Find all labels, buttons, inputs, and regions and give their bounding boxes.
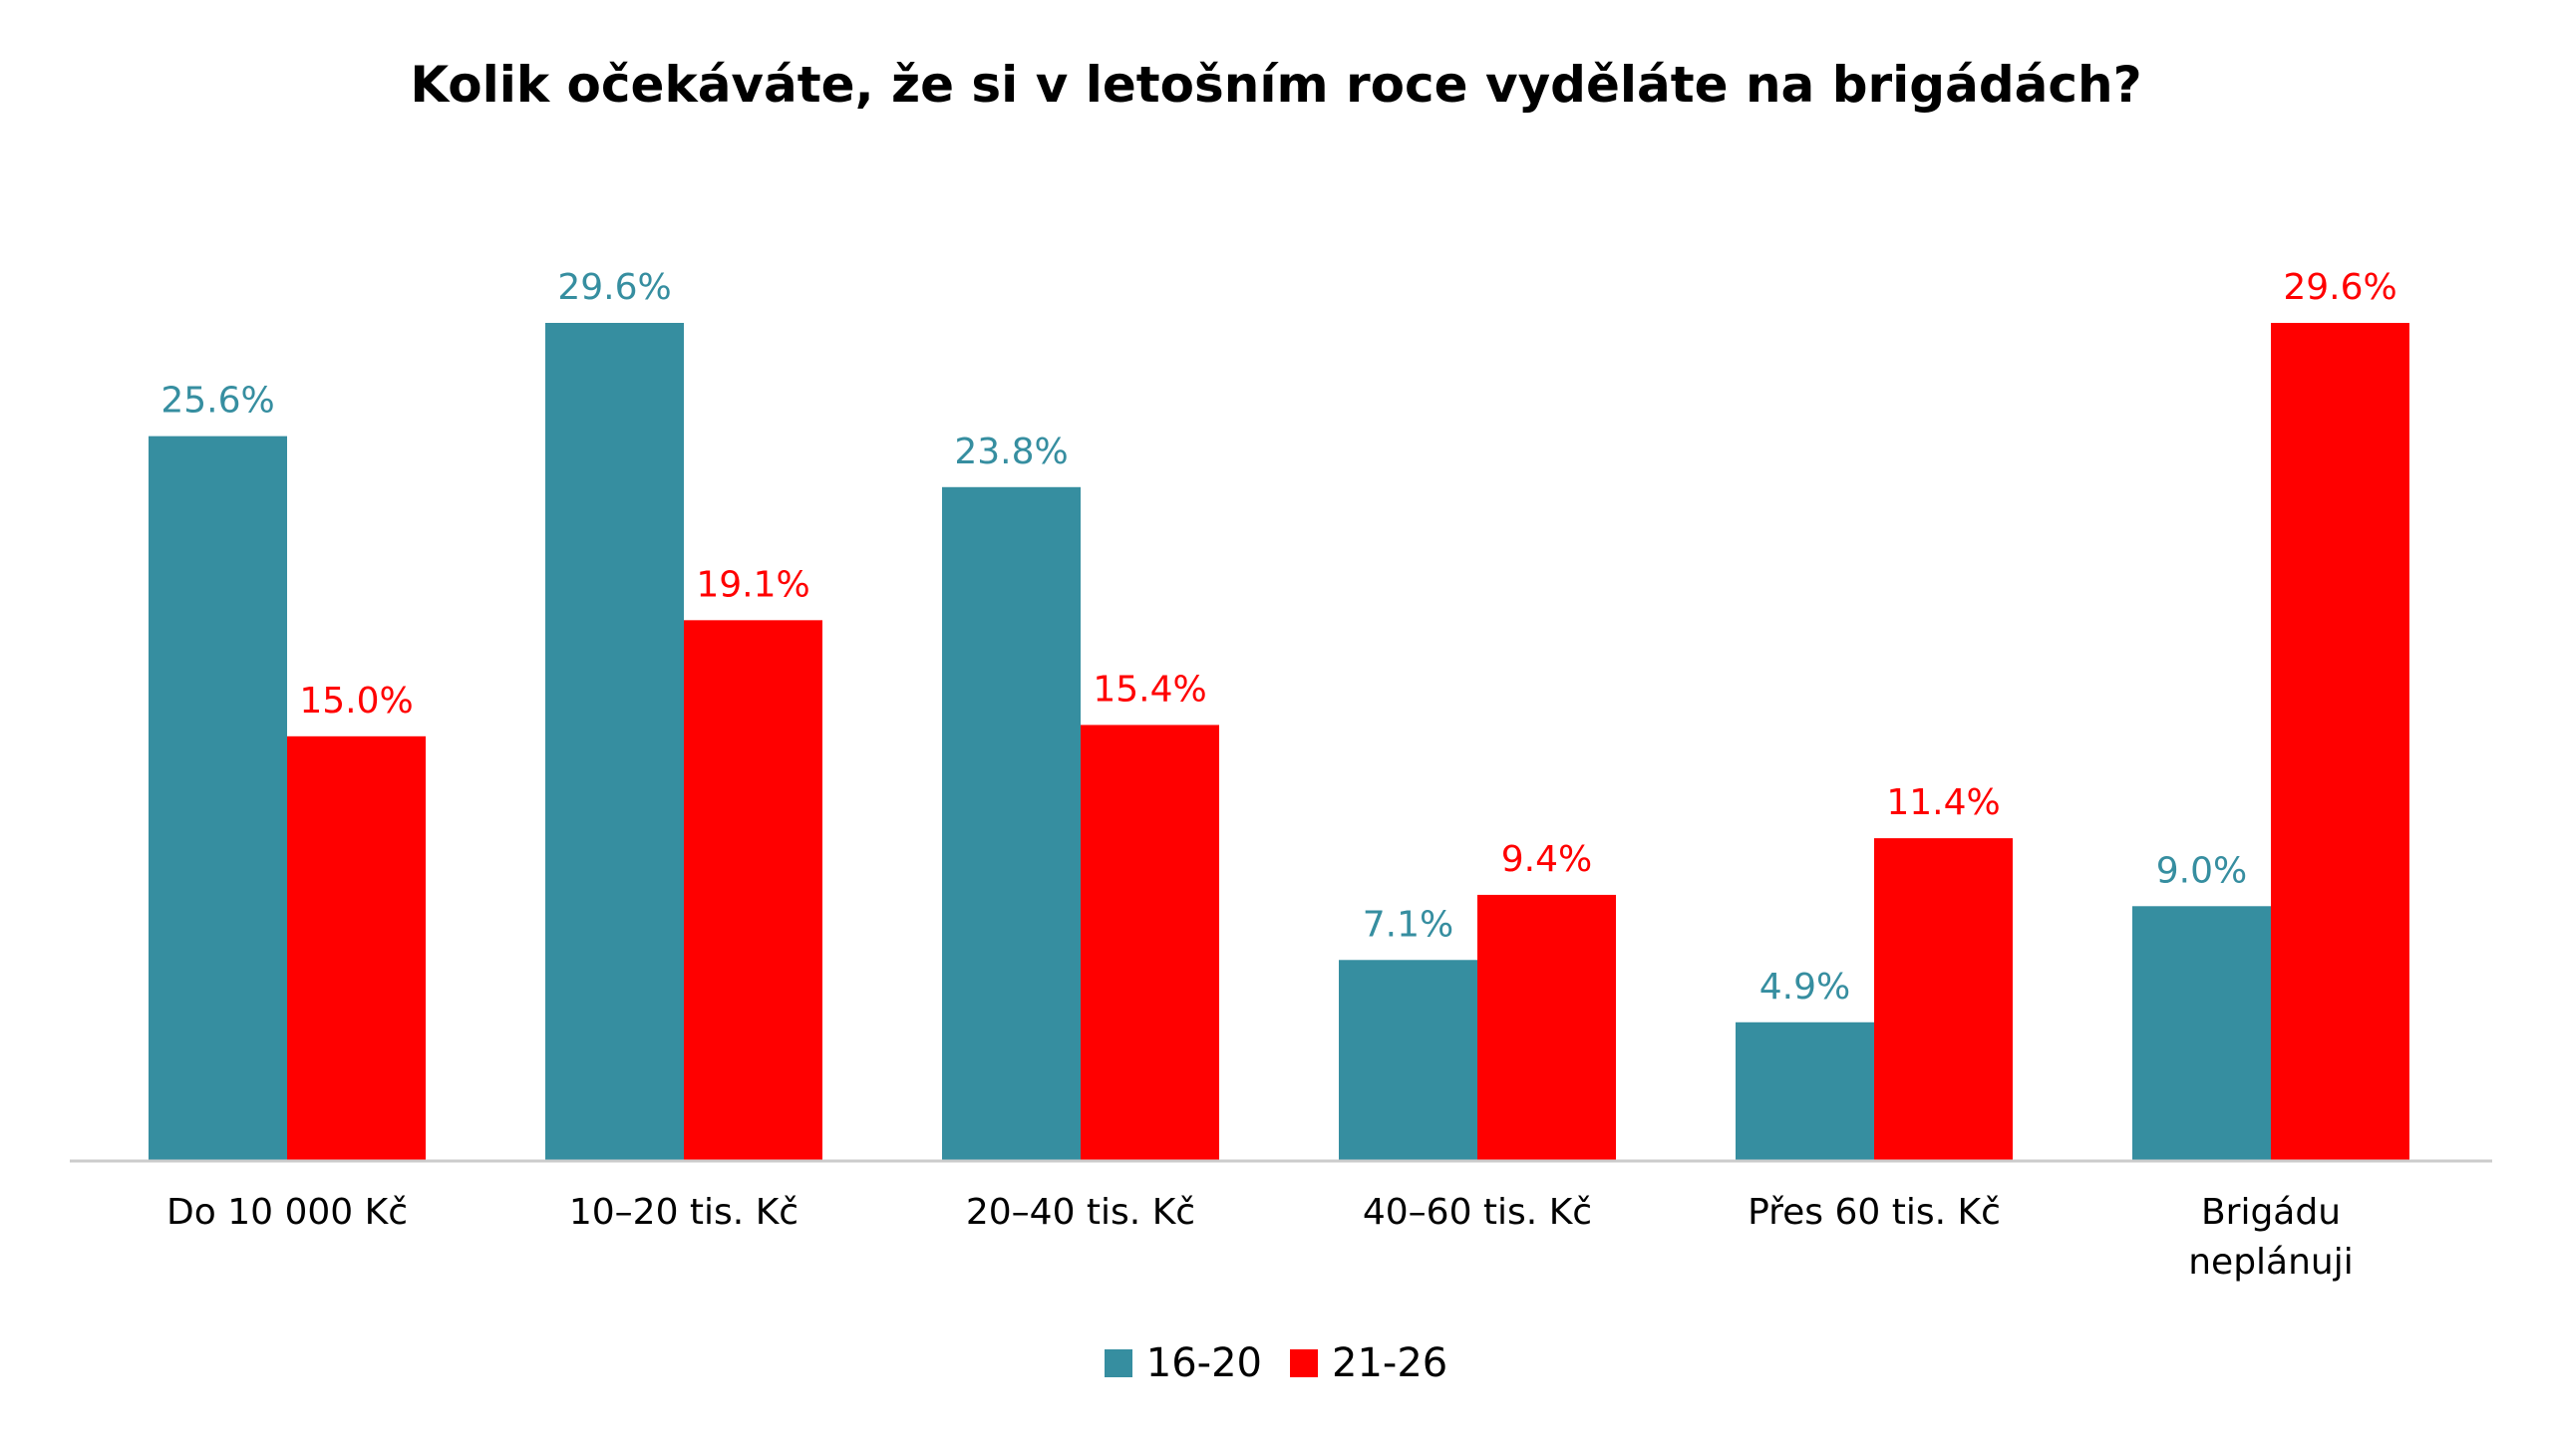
- value-label-series-2-cat-3: 15.4%: [1093, 669, 1206, 710]
- legend-item-series-2: 21-26: [1290, 1340, 1447, 1386]
- value-label-series-2-cat-5: 11.4%: [1886, 782, 2000, 823]
- bar-series-2-cat-4: [1477, 894, 1616, 1161]
- category-label-6-line-1: Brigádu: [2201, 1192, 2341, 1233]
- bar-series-2-cat-1: [287, 735, 426, 1161]
- value-label-series-1-cat-5: 4.9%: [1759, 967, 1850, 1008]
- legend-swatch-series-2: [1290, 1349, 1318, 1377]
- legend-label-series-1: 16-20: [1145, 1340, 1262, 1386]
- bar-series-1-cat-6: [2132, 906, 2271, 1161]
- value-label-series-1-cat-2: 29.6%: [557, 267, 671, 308]
- category-label-6-line-2: neplánuji: [2188, 1242, 2354, 1283]
- value-label-series-2-cat-2: 19.1%: [696, 564, 809, 605]
- bar-series-1-cat-4: [1339, 960, 1477, 1161]
- chart-title: Kolik očekáváte, že si v letošním roce v…: [410, 56, 2142, 114]
- legend-item-series-1: 16-20: [1104, 1340, 1262, 1386]
- bar-series-1-cat-5: [1736, 1021, 1874, 1161]
- value-label-series-2-cat-1: 15.0%: [299, 681, 413, 722]
- bar-series-1-cat-2: [545, 323, 684, 1161]
- bar-series-2-cat-5: [1874, 838, 2013, 1161]
- category-labels-group: Do 10 000 Kč 10–20 tis. Kč 20–40 tis. Kč 40…: [166, 1192, 2354, 1283]
- category-label-3: 20–40 tis. Kč: [966, 1192, 1195, 1233]
- category-label-1: Do 10 000 Kč: [166, 1192, 408, 1233]
- bar-series-2-cat-2: [684, 620, 822, 1161]
- bar-series-2-cat-6: [2271, 323, 2409, 1161]
- category-label-4: 40–60 tis. Kč: [1363, 1192, 1592, 1233]
- bar-series-1-cat-3: [942, 486, 1081, 1161]
- value-label-series-2-cat-6: 29.6%: [2283, 267, 2396, 308]
- bars-group: [149, 323, 2409, 1161]
- bar-series-2-cat-3: [1081, 725, 1219, 1161]
- category-label-5: Přes 60 tis. Kč: [1748, 1192, 2001, 1233]
- value-labels-group: 25.6% 15.0% 29.6% 19.1% 23.8% 15.4% 7.1% 9.4% 4.…: [160, 267, 2396, 1008]
- legend-label-series-2: 21-26: [1332, 1340, 1448, 1386]
- value-label-series-1-cat-6: 9.0%: [2156, 850, 2247, 891]
- legend-swatch-series-1: [1104, 1349, 1132, 1377]
- value-label-series-1-cat-1: 25.6%: [160, 381, 274, 422]
- bar-series-1-cat-1: [149, 436, 287, 1161]
- category-label-2: 10–20 tis. Kč: [569, 1192, 798, 1233]
- value-label-series-1-cat-4: 7.1%: [1363, 904, 1453, 945]
- value-label-series-2-cat-4: 9.4%: [1501, 839, 1592, 880]
- value-label-series-1-cat-3: 23.8%: [954, 432, 1068, 472]
- legend: 16-20 21-26: [0, 1340, 2552, 1386]
